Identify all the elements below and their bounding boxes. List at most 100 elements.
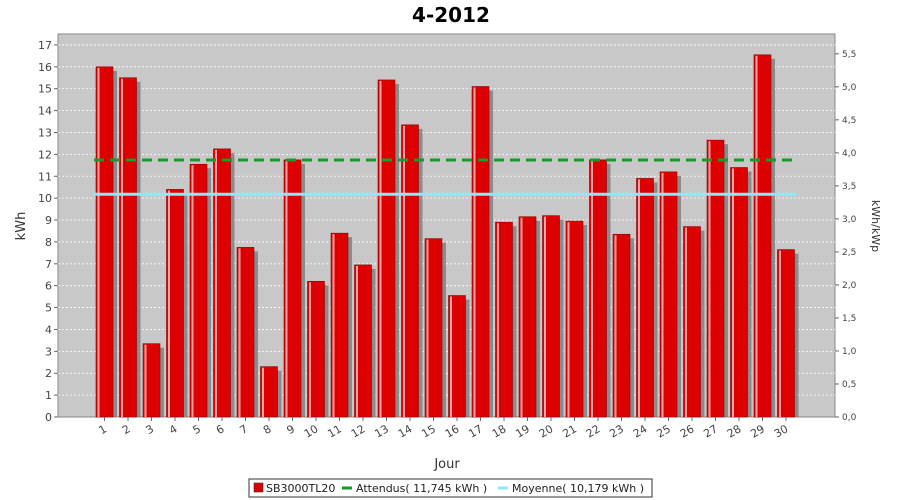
x-tick-label: 2 [120,422,133,437]
bar-highlight [332,234,335,417]
y-tick-label: 6 [45,280,52,293]
y-tick-label: 17 [38,39,52,52]
bar-highlight [144,344,147,417]
chart-title: 4-2012 [412,3,490,27]
x-tick-label: 24 [631,422,650,440]
y-tick-label: 0 [45,411,52,424]
bar-highlight [403,125,405,417]
bar-highlight [426,239,429,417]
bar-highlight [520,217,523,417]
y-tick-label: 14 [38,105,52,118]
bar-highlight [121,78,123,418]
x-tick-label: 25 [654,422,673,440]
legend-box [248,478,653,498]
x-axis-label: Jour [433,457,460,472]
bar-highlight [238,248,241,417]
x-axis-ticks: 1 2 3 4 5 6 7 8 9 10 11 12 13 14 15 16 17 18 19 20 21 22 23 24 2… [96,417,791,441]
y2-tick-label: 2,0 [842,281,857,291]
x-tick-label: 3 [143,422,156,437]
y-tick-label: 16 [38,61,52,74]
bar-highlight [191,165,194,417]
bar-highlight [285,160,288,418]
bar-highlight [262,367,264,417]
y2-tick-label: 1,5 [842,314,856,324]
y2-tick-label: 4,5 [842,116,856,126]
y2-axis-ticks: 0,0 0,5 1,0 1,5 2,0 2,5 3,0 3,5 4,0 4,5 5,0 5,5 [835,50,857,423]
bar-highlight [497,223,499,417]
bar-highlight [450,296,452,417]
legend-label-attendus: Attendus( 11,745 kWh ) [356,482,487,495]
y-tick-label: 8 [45,236,52,249]
bars-group [95,54,799,418]
x-tick-label: 12 [349,422,368,440]
bar-highlight [685,227,687,417]
legend-label-moyenne: Moyenne( 10,179 kWh ) [512,482,644,495]
x-tick-label: 22 [584,422,603,440]
y-tick-label: 11 [38,170,52,183]
x-tick-label: 27 [701,422,720,440]
bar-highlight [661,172,664,417]
x-tick-label: 30 [772,422,791,440]
y2-tick-label: 2,5 [842,248,856,258]
y-tick-label: 12 [38,148,52,161]
y2-tick-label: 1,0 [842,347,857,357]
y2-axis-label: kWh/kWp [869,200,882,252]
x-tick-label: 9 [284,422,297,437]
x-tick-label: 14 [396,422,415,440]
y-tick-label: 10 [38,192,52,205]
legend-label-sb3000tl20: SB3000TL20 [266,482,335,495]
bar-highlight [779,250,781,417]
x-tick-label: 4 [167,422,180,437]
y-tick-label: 15 [38,83,52,96]
bar-highlight [544,216,546,417]
bar-highlight [168,190,170,417]
x-tick-label: 21 [560,422,579,440]
y-axis-label: kWh [14,212,29,241]
bar-highlight [309,282,311,417]
x-tick-label: 5 [190,422,203,437]
x-tick-label: 19 [513,422,532,440]
x-tick-label: 8 [261,422,274,437]
y2-tick-label: 4,0 [842,149,857,159]
y-tick-label: 2 [45,367,52,380]
x-tick-label: 23 [607,422,626,440]
bar-highlight [591,160,593,418]
x-tick-label: 17 [466,422,485,440]
x-tick-label: 10 [302,422,321,440]
x-tick-label: 20 [537,422,556,440]
y-tick-label: 13 [38,126,52,139]
bar-highlight [215,149,217,417]
legend-swatch-sb3000tl20 [253,482,264,493]
x-tick-label: 11 [325,422,344,440]
bar-highlight [638,179,640,417]
y-tick-label: 7 [45,258,52,271]
y-tick-label: 4 [45,323,52,336]
x-tick-label: 16 [443,422,462,440]
x-tick-label: 1 [96,422,109,437]
y2-tick-label: 5,0 [842,83,857,93]
bar-highlight [708,141,711,417]
x-tick-label: 15 [419,422,438,440]
y2-tick-label: 0,0 [842,413,857,423]
bar-highlight [732,168,734,417]
x-tick-label: 18 [490,422,509,440]
y-tick-label: 9 [45,214,52,227]
y-tick-label: 1 [45,389,52,402]
x-tick-label: 29 [748,422,767,440]
x-tick-label: 26 [678,422,697,440]
y2-tick-label: 3,0 [842,215,857,225]
x-tick-label: 7 [237,422,250,437]
y2-tick-label: 0,5 [842,380,856,390]
y2-tick-label: 5,5 [842,50,856,60]
x-tick-label: 6 [214,422,227,437]
x-tick-label: 28 [725,422,744,440]
y2-tick-label: 3,5 [842,182,856,192]
legend: SB3000TL20 Attendus( 11,745 kWh ) Moyenn… [248,478,653,498]
bar-highlight [97,67,100,417]
y-tick-label: 3 [45,345,52,358]
bar-highlight [755,55,758,417]
bar-highlight [614,235,617,417]
bar-highlight [379,80,382,418]
